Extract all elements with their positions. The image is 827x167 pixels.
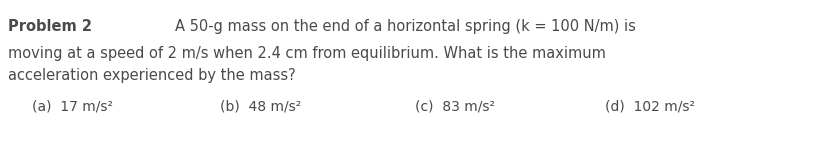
Text: Problem 2: Problem 2: [8, 19, 92, 34]
Text: moving at a speed of 2 m/s when 2.4 cm from equilibrium. What is the maximum: moving at a speed of 2 m/s when 2.4 cm f…: [8, 46, 605, 61]
Text: A 50-g mass on the end of a horizontal spring (k = 100 N/m) is: A 50-g mass on the end of a horizontal s…: [174, 19, 635, 34]
Text: (d)  102 m/s²: (d) 102 m/s²: [605, 99, 694, 113]
Text: (b)  48 m/s²: (b) 48 m/s²: [220, 99, 301, 113]
Text: (a)  17 m/s²: (a) 17 m/s²: [32, 99, 112, 113]
Text: acceleration experienced by the mass?: acceleration experienced by the mass?: [8, 68, 295, 83]
Text: (c)  83 m/s²: (c) 83 m/s²: [414, 99, 495, 113]
